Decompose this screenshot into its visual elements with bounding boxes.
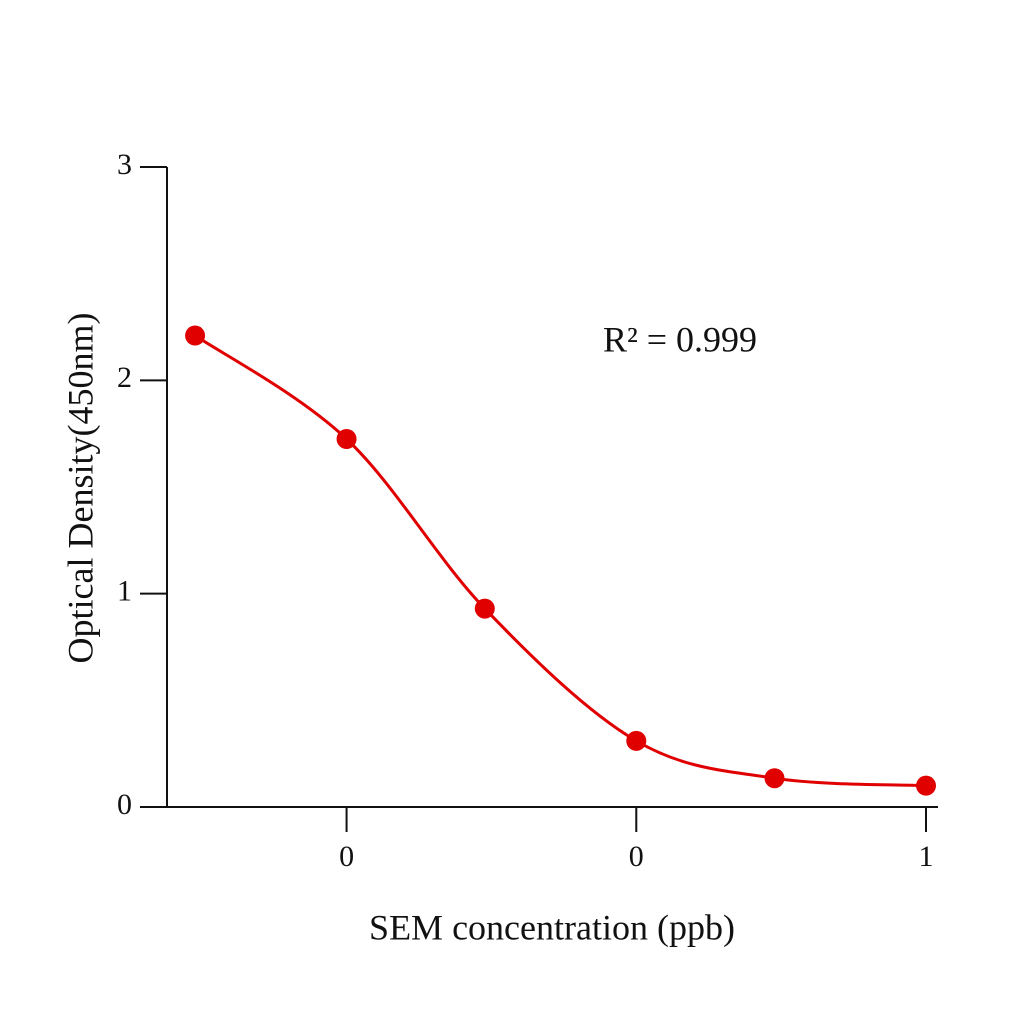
data-point bbox=[185, 325, 206, 346]
x-tick-label: 0 bbox=[629, 840, 644, 873]
x-axis-title: SEM concentration (ppb) bbox=[369, 907, 735, 947]
fit-curve bbox=[194, 334, 927, 788]
data-point bbox=[474, 598, 495, 619]
y-tick-label: 0 bbox=[117, 788, 132, 821]
x-tick-label: 0 bbox=[339, 840, 354, 873]
x-tick-label: 1 bbox=[919, 840, 934, 873]
y-axis-title: Optical Density(450nm) bbox=[60, 313, 100, 664]
y-tick-label: 1 bbox=[117, 575, 132, 608]
data-point bbox=[626, 730, 647, 751]
data-point bbox=[764, 768, 785, 789]
data-point bbox=[916, 775, 937, 796]
data-point bbox=[336, 429, 357, 449]
y-tick-label: 2 bbox=[117, 361, 132, 394]
y-tick-label: 3 bbox=[117, 148, 132, 181]
annotation: R² = 0.999 bbox=[603, 319, 757, 359]
